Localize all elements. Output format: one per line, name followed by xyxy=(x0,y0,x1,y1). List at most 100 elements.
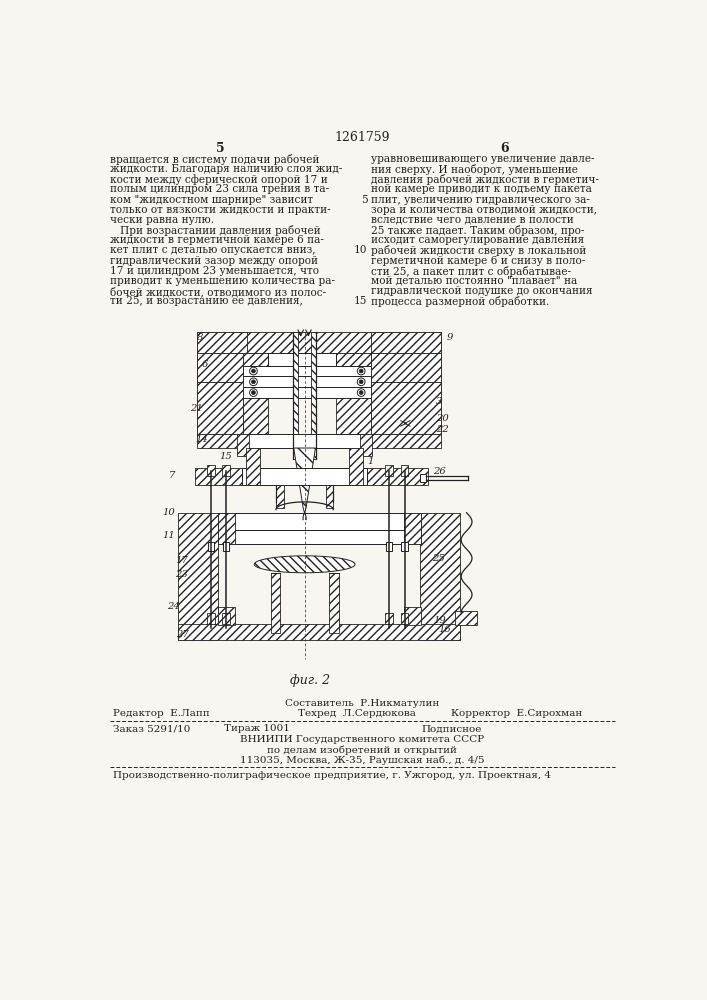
Text: уравновешивающего увеличение давле-: уравновешивающего увеличение давле- xyxy=(371,154,595,164)
Bar xyxy=(420,474,426,482)
Circle shape xyxy=(357,378,365,386)
Circle shape xyxy=(250,378,257,386)
Text: 6: 6 xyxy=(202,360,209,369)
Circle shape xyxy=(252,369,255,373)
Text: зора и количества отводимой жидкости,: зора и количества отводимой жидкости, xyxy=(371,205,597,215)
Text: 1261759: 1261759 xyxy=(334,131,390,144)
Text: Корректор  Е.Сирохман: Корректор Е.Сирохман xyxy=(451,709,583,718)
Text: Редактор  Е.Лапп: Редактор Е.Лапп xyxy=(113,709,210,718)
Bar xyxy=(177,513,218,640)
Polygon shape xyxy=(255,556,355,573)
Bar xyxy=(371,434,441,448)
Bar xyxy=(401,465,409,476)
Bar xyxy=(218,530,421,544)
Circle shape xyxy=(357,389,365,396)
Text: 14: 14 xyxy=(196,435,209,444)
Text: плит, увеличению гидравлического за-: плит, увеличению гидравлического за- xyxy=(371,195,590,205)
Bar xyxy=(401,613,409,624)
Text: только от вязкости жидкости и практи-: только от вязкости жидкости и практи- xyxy=(110,205,331,215)
Text: давления рабочей жидкости в герметич-: давления рабочей жидкости в герметич- xyxy=(371,174,599,185)
Polygon shape xyxy=(371,353,441,382)
Text: вращается в систему подачи рабочей: вращается в систему подачи рабочей xyxy=(110,154,320,165)
Text: 3: 3 xyxy=(436,397,442,406)
Polygon shape xyxy=(371,332,441,353)
Text: жидкости. Благодаря наличию слоя жид-: жидкости. Благодаря наличию слоя жид- xyxy=(110,164,342,174)
Text: кет плит с деталью опускается вниз,: кет плит с деталью опускается вниз, xyxy=(110,245,315,255)
Text: 25 также падает. Таким образом, про-: 25 также падает. Таким образом, про- xyxy=(371,225,585,236)
Text: 9: 9 xyxy=(446,333,452,342)
Text: ВНИИПИ Государственного комитета СССР: ВНИИПИ Государственного комитета СССР xyxy=(240,735,484,744)
Circle shape xyxy=(359,369,363,373)
Circle shape xyxy=(359,391,363,395)
Bar xyxy=(402,542,408,551)
Text: процесса размерной обработки.: процесса размерной обработки. xyxy=(371,296,549,307)
Bar xyxy=(325,485,333,508)
Bar xyxy=(243,353,268,436)
Bar xyxy=(207,465,215,476)
Text: ной камере приводит к подъему пакета: ной камере приводит к подъему пакета xyxy=(371,184,592,194)
Text: 27: 27 xyxy=(176,630,189,639)
Bar xyxy=(177,624,460,640)
Bar xyxy=(337,353,371,436)
Circle shape xyxy=(357,367,365,375)
Polygon shape xyxy=(293,448,315,513)
Text: сти 25, а пакет плит с обрабатывае-: сти 25, а пакет плит с обрабатывае- xyxy=(371,266,571,277)
Bar xyxy=(247,434,371,448)
Bar xyxy=(237,434,249,456)
Bar xyxy=(371,332,441,436)
Text: жидкости в герметичной камере 6 па-: жидкости в герметичной камере 6 па- xyxy=(110,235,324,245)
Bar xyxy=(223,613,230,624)
Bar xyxy=(420,513,460,640)
Text: 20: 20 xyxy=(436,414,448,423)
Text: 26: 26 xyxy=(433,467,446,476)
Text: 21: 21 xyxy=(190,404,203,413)
Bar xyxy=(371,416,380,429)
Text: 16: 16 xyxy=(438,625,452,634)
Bar xyxy=(271,573,280,633)
Text: чески равна нулю.: чески равна нулю. xyxy=(110,215,214,225)
Text: 113035, Москва, Ж-35, Раушская наб., д. 4/5: 113035, Москва, Ж-35, Раушская наб., д. … xyxy=(240,755,484,765)
Text: 15: 15 xyxy=(354,296,368,306)
Bar xyxy=(223,542,230,551)
Circle shape xyxy=(250,389,257,396)
Text: исходит саморегулирование давления: исходит саморегулирование давления xyxy=(371,235,585,245)
Bar xyxy=(404,607,421,625)
Text: Техред  Л.Сердюкова: Техред Л.Сердюкова xyxy=(298,709,416,718)
Text: 5: 5 xyxy=(216,142,224,155)
Bar xyxy=(385,613,393,624)
Bar xyxy=(368,468,428,485)
Text: гидравлический зазор между опорой: гидравлический зазор между опорой xyxy=(110,256,318,266)
Text: ком "жидкостном шарнире" зависит: ком "жидкостном шарнире" зависит xyxy=(110,195,313,205)
Text: При возрастании давления рабочей: При возрастании давления рабочей xyxy=(110,225,321,236)
Bar xyxy=(455,611,477,625)
Polygon shape xyxy=(197,353,243,382)
Bar xyxy=(293,332,298,459)
Text: Заказ 5291/10: Заказ 5291/10 xyxy=(113,724,191,733)
Bar xyxy=(311,332,316,459)
Bar xyxy=(195,468,242,485)
Bar xyxy=(385,465,393,476)
Text: 25: 25 xyxy=(432,554,445,563)
Text: 5: 5 xyxy=(361,195,368,205)
Text: 10: 10 xyxy=(163,508,175,517)
Bar xyxy=(276,485,284,508)
Circle shape xyxy=(252,380,255,384)
Bar xyxy=(218,513,235,544)
Text: ния сверху. И наоборот, уменьшение: ния сверху. И наоборот, уменьшение xyxy=(371,164,578,175)
Text: 15: 15 xyxy=(219,452,232,461)
Bar xyxy=(243,387,371,398)
Text: Тираж 1001: Тираж 1001 xyxy=(224,724,290,733)
Text: кости между сферической опорой 17 и: кости между сферической опорой 17 и xyxy=(110,174,328,185)
Text: ти 25, и возрастанию ее давления,: ти 25, и возрастанию ее давления, xyxy=(110,296,303,306)
Bar xyxy=(371,416,401,429)
Bar xyxy=(218,513,421,530)
Circle shape xyxy=(359,380,363,384)
Bar xyxy=(207,613,215,624)
Polygon shape xyxy=(197,382,243,434)
Text: 6: 6 xyxy=(501,142,509,155)
Text: фиг. 2: фиг. 2 xyxy=(290,674,330,687)
Bar xyxy=(349,448,363,485)
Bar xyxy=(386,542,392,551)
Circle shape xyxy=(252,391,255,395)
Text: мой деталью постоянно "плавает" на: мой деталью постоянно "плавает" на xyxy=(371,276,578,286)
